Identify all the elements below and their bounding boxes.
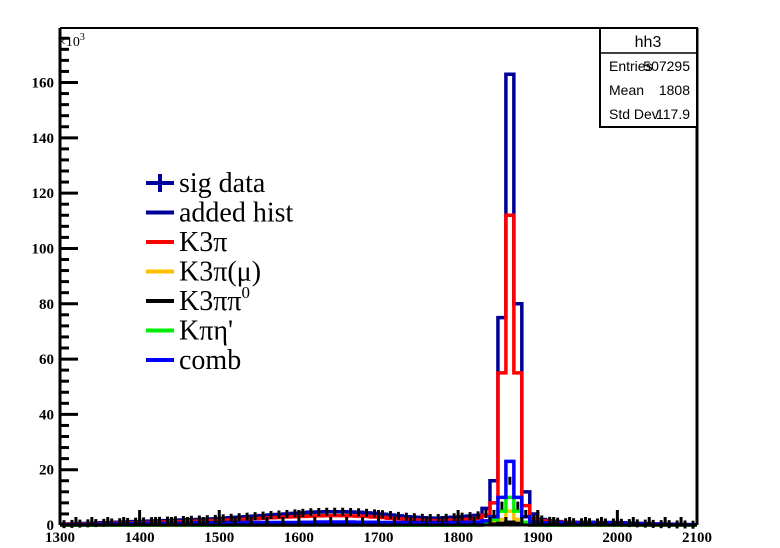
y-tick-label: 60 bbox=[39, 352, 54, 368]
legend-label: added hist bbox=[179, 198, 294, 229]
stats-title: hh3 bbox=[635, 34, 662, 51]
stats-value: 117.9 bbox=[656, 106, 690, 122]
x-tick-label: 1400 bbox=[125, 530, 155, 546]
y-tick-label: 160 bbox=[32, 76, 55, 92]
x-tick-label: 2100 bbox=[682, 530, 712, 546]
axes: 0 20 40 60 80 100 120 140 160 1300 1400 1500 1600 170… bbox=[32, 27, 712, 546]
legend-label: K3ππ0 bbox=[179, 283, 250, 317]
y-tick-label: 100 bbox=[32, 241, 55, 257]
y-tick-label: 140 bbox=[32, 131, 55, 147]
x-tick-label: 1500 bbox=[204, 530, 234, 546]
legend-label: comb bbox=[179, 345, 241, 376]
stats-box: hh3 Entries 507295 Mean 1808 Std Dev 117… bbox=[599, 27, 698, 128]
x-tick-label: 1800 bbox=[443, 530, 473, 546]
x-tick-label: 2000 bbox=[602, 530, 632, 546]
stats-label: Std Dev bbox=[609, 106, 659, 122]
stats-value: 507295 bbox=[643, 58, 690, 74]
x-tick-label: 1900 bbox=[523, 530, 553, 546]
stats-value: 1808 bbox=[659, 82, 690, 98]
y-tick-label: 40 bbox=[39, 407, 54, 423]
x-tick-label: 1600 bbox=[284, 530, 314, 546]
series-5-line bbox=[60, 459, 697, 527]
y-tick-label: 80 bbox=[39, 297, 54, 313]
legend-label: K3π(μ) bbox=[179, 257, 261, 288]
legend-label: Kπη' bbox=[179, 316, 233, 347]
y-tick-label: 0 bbox=[47, 518, 55, 534]
stats-label: Mean bbox=[609, 82, 644, 98]
y-tick-label: 120 bbox=[32, 186, 55, 202]
y-multiplier: ×103 bbox=[58, 32, 85, 50]
x-tick-label: 1700 bbox=[364, 530, 394, 546]
stats-label: Entries bbox=[609, 58, 653, 74]
series-1-line bbox=[60, 213, 697, 527]
y-tick-label: 20 bbox=[39, 463, 54, 479]
x-tick-label: 1300 bbox=[45, 530, 75, 546]
legend-label: K3π bbox=[179, 227, 227, 258]
legend-label: sig data bbox=[179, 168, 266, 199]
